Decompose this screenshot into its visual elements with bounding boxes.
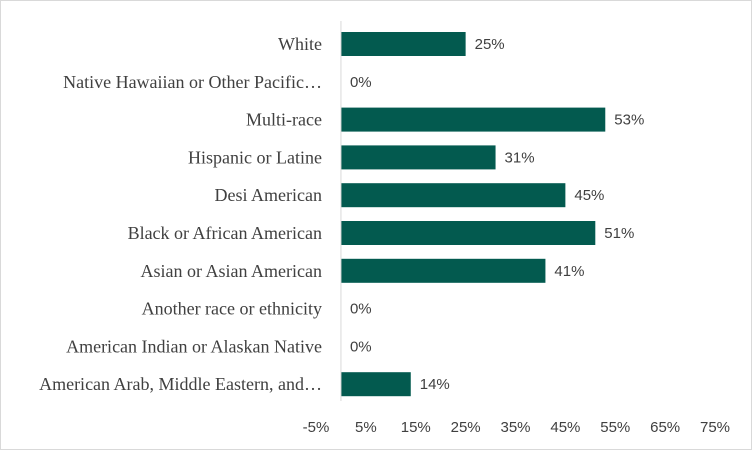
x-tick-label: 45% — [550, 419, 580, 436]
category-label: American Indian or Alaskan Native — [66, 336, 322, 356]
bar — [340, 145, 496, 170]
category-label: Black or African American — [128, 223, 322, 243]
data-label: 25% — [475, 36, 505, 53]
data-label: 0% — [350, 74, 372, 91]
data-label: 0% — [350, 338, 372, 355]
category-label: Hispanic or Latine — [188, 147, 322, 167]
category-label: Another race or ethnicity — [142, 299, 322, 319]
x-tick-label: 5% — [355, 419, 377, 436]
category-label: Native Hawaiian or Other Pacific… — [63, 72, 322, 92]
bar — [340, 372, 411, 397]
data-label: 51% — [604, 225, 634, 242]
data-label: 45% — [574, 187, 604, 204]
category-label: Desi American — [215, 185, 322, 205]
bar — [340, 183, 566, 208]
category-label: White — [278, 34, 322, 54]
x-tick-label: 35% — [500, 419, 530, 436]
data-label: 14% — [420, 376, 450, 393]
x-axis-tick-labels: -5% 5% 15% 25% 35% 45% 55% 65% 75% — [303, 419, 730, 436]
bar — [340, 107, 606, 132]
bar — [340, 221, 596, 245]
category-label: Asian or Asian American — [141, 261, 322, 281]
x-tick-label: 65% — [650, 419, 680, 436]
data-label: 41% — [554, 263, 584, 280]
data-labels: 25% 0% 53% 31% 45% 51% 41% 0% 0% 14% — [350, 36, 644, 393]
x-tick-label: 15% — [401, 419, 431, 436]
bars-group — [340, 32, 606, 397]
category-label: Multi-race — [246, 110, 322, 130]
category-labels: White Native Hawaiian or Other Pacific… Mu… — [39, 34, 322, 394]
data-label: 53% — [614, 112, 644, 129]
data-label: 0% — [350, 301, 372, 318]
bar — [340, 258, 546, 283]
x-tick-label: 55% — [600, 419, 630, 436]
x-tick-label: 75% — [700, 419, 730, 436]
x-tick-label: -5% — [303, 419, 330, 436]
category-label: American Arab, Middle Eastern, and… — [39, 374, 322, 394]
data-label: 31% — [505, 149, 535, 166]
x-tick-label: 25% — [451, 419, 481, 436]
bar — [340, 32, 466, 56]
